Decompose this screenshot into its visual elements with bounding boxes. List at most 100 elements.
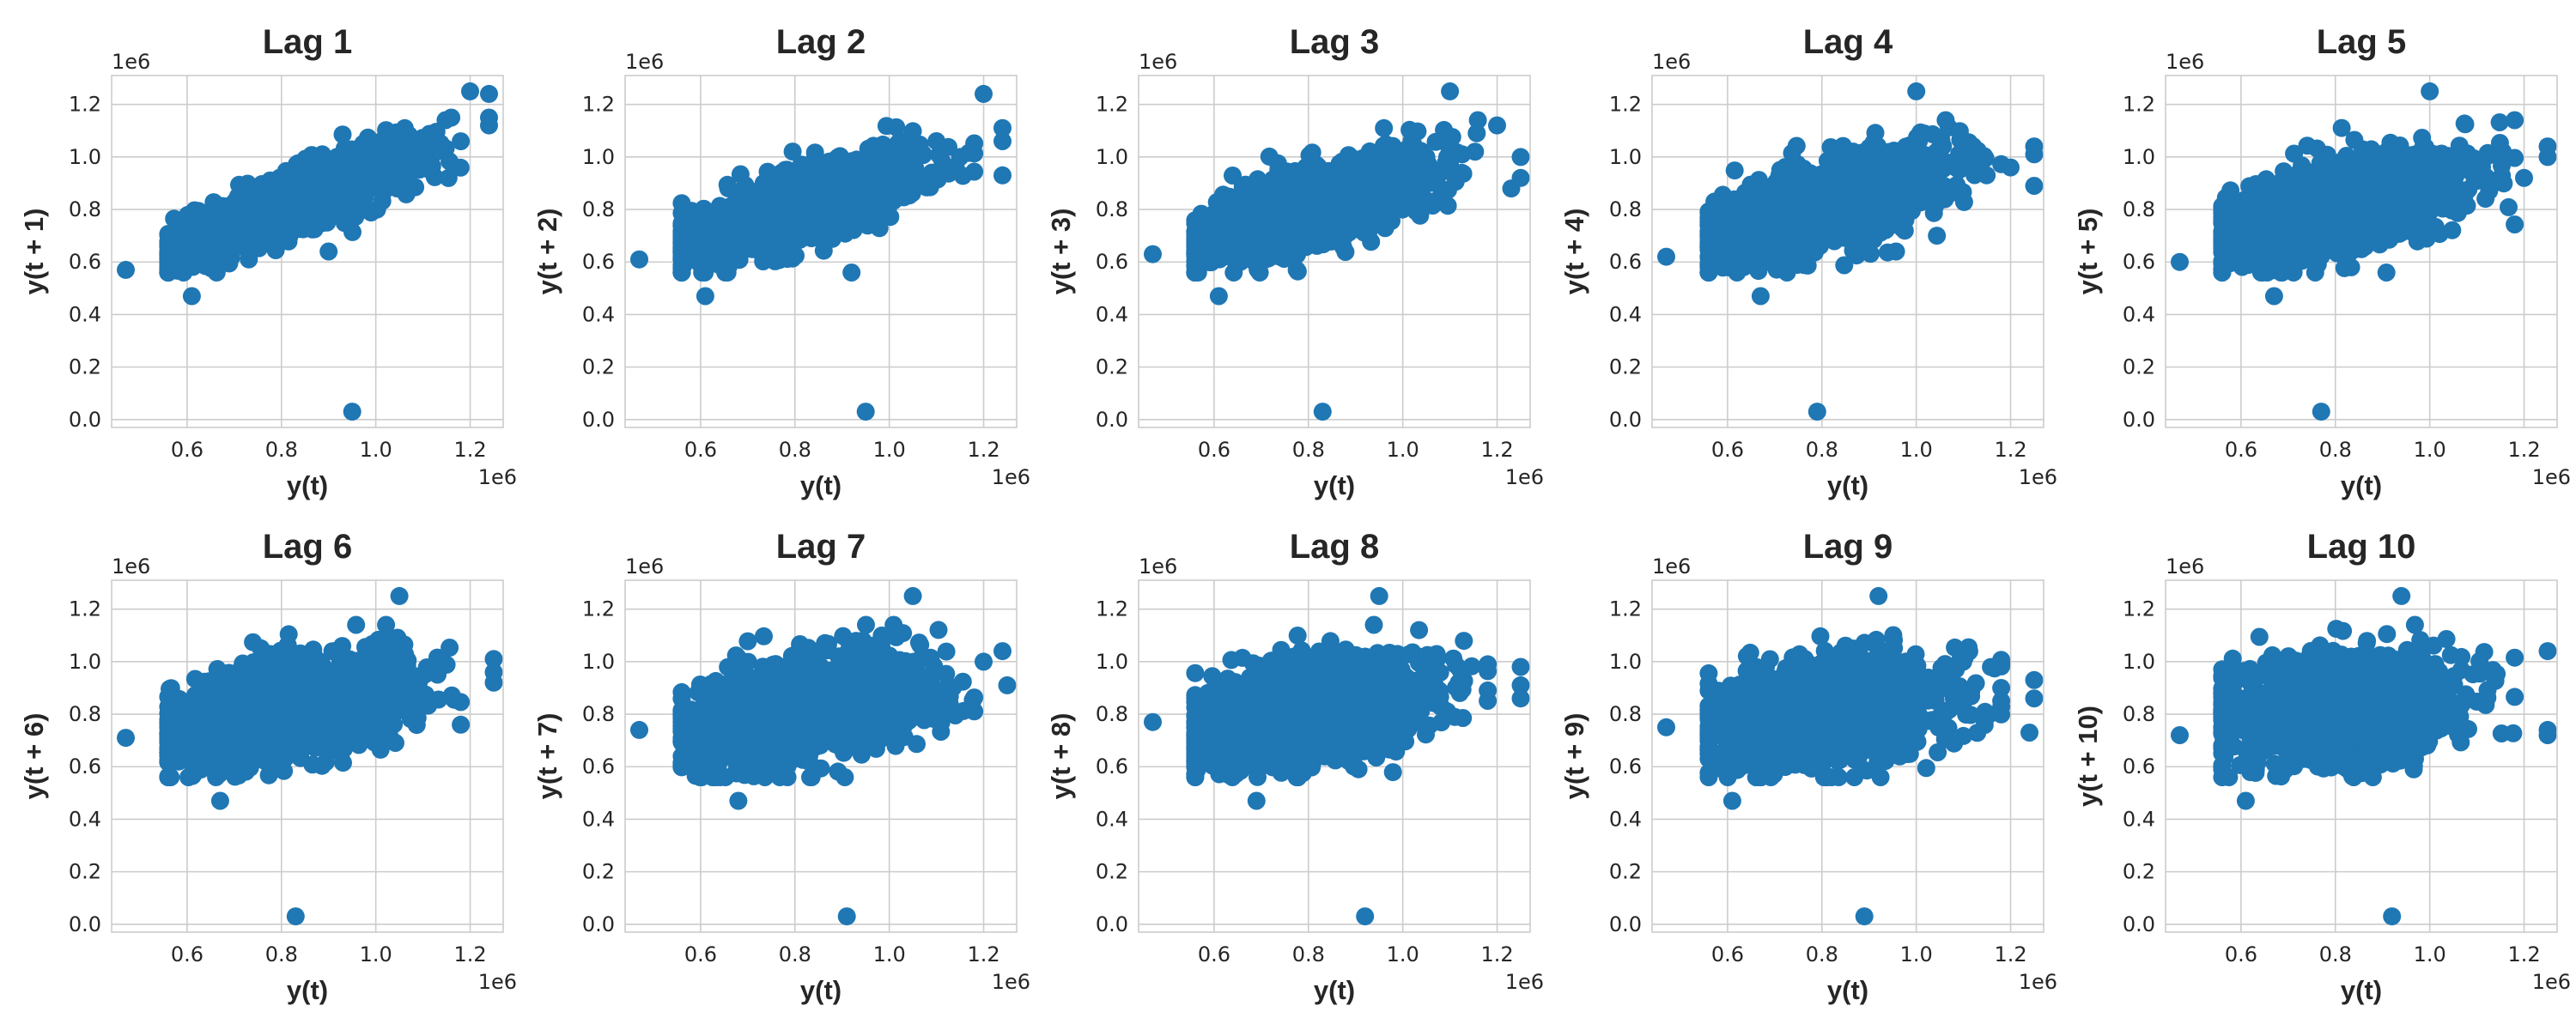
scatter-point: [1349, 170, 1368, 189]
y-tick-label: 0.0: [69, 408, 101, 432]
scatter-point: [857, 164, 876, 183]
scatter-point: [1144, 245, 1162, 264]
scatter-point: [343, 222, 361, 241]
scatter-point: [692, 209, 711, 227]
y-tick-label: 1.0: [582, 145, 615, 169]
scatter-point: [238, 174, 257, 193]
scatter-point: [786, 187, 805, 206]
scatter-point: [1228, 195, 1247, 214]
y-tick-label: 0.0: [582, 408, 615, 432]
scatter-point: [368, 200, 386, 219]
y-tick-label: 0.2: [582, 355, 615, 379]
scatter-point: [282, 195, 301, 214]
scatter-point: [159, 242, 178, 261]
x-tick-label: 0.6: [1198, 438, 1230, 462]
scatter-point: [1252, 232, 1271, 251]
scatter-point: [793, 167, 811, 185]
y-tick-label: 0.8: [582, 197, 615, 221]
scatter-point: [1321, 182, 1340, 201]
y-tick-label: 0.6: [1096, 250, 1128, 274]
scatter-point: [370, 177, 389, 196]
scatter-point: [202, 259, 221, 278]
x-axis-label: y(t): [800, 470, 841, 500]
scatter-point: [1435, 120, 1454, 139]
scatter-point: [783, 142, 802, 161]
scatter-point: [1194, 234, 1213, 253]
scatter-point: [1313, 403, 1332, 421]
y-offset-label: 1e6: [625, 50, 664, 74]
scatter-point: [842, 264, 861, 282]
scatter-point: [431, 142, 450, 161]
scatter-point: [257, 227, 276, 246]
subplot-title: Lag 1: [263, 23, 352, 61]
scatter-point: [939, 164, 958, 183]
subplot-title: Lag 2: [776, 23, 866, 61]
scatter-point: [927, 132, 946, 150]
y-offset-label: 1e6: [112, 50, 150, 74]
x-tick-label: 1.2: [1480, 438, 1513, 462]
y-tick-label: 1.2: [69, 93, 101, 117]
scatter-point: [187, 242, 206, 261]
scatter-point: [359, 128, 377, 147]
subplot-title: Lag 3: [1290, 23, 1379, 61]
scatter-point: [324, 167, 343, 186]
scatter-point: [397, 185, 416, 203]
scatter-point: [202, 205, 221, 224]
scatter-point: [248, 210, 267, 229]
y-tick-label: 0.0: [1096, 408, 1128, 432]
x-offset-label: 1e6: [992, 465, 1030, 489]
lag-subplot-2: 0.6 0.8 1.0 1.20.00.20.40.60.81.01.21e61e6L…: [532, 23, 1030, 500]
scatter-point: [295, 177, 313, 196]
scatter-point: [975, 84, 993, 103]
scatter-point: [993, 166, 1012, 185]
y-tick-label: 0.8: [69, 197, 101, 221]
scatter-point: [833, 168, 852, 187]
y-tick-label: 1.2: [582, 93, 615, 117]
scatter-point: [442, 108, 461, 127]
scatter-point: [1330, 154, 1349, 173]
scatter-point: [228, 197, 247, 215]
scatter-point: [452, 132, 471, 151]
x-tick-label: 0.8: [265, 438, 298, 462]
scatter-point: [1299, 173, 1318, 192]
scatter-point: [1417, 148, 1436, 167]
scatter-point: [1288, 208, 1306, 227]
scatter-point: [864, 136, 883, 155]
x-axis-label: y(t): [287, 470, 328, 500]
scatter-point: [1326, 208, 1345, 227]
x-tick-label: 0.8: [1292, 438, 1325, 462]
y-axis-label: y(t + 1): [19, 209, 49, 295]
scatter-point: [772, 163, 791, 182]
scatter-point: [343, 403, 361, 421]
lag-subplot-1: 0.6 0.8 1.0 1.20.00.20.40.60.81.01.21e61e6L…: [19, 23, 517, 500]
y-tick-label: 0.6: [69, 250, 101, 274]
scatter-point: [691, 232, 710, 251]
scatter-point: [877, 117, 896, 136]
scatter-point: [1370, 161, 1388, 179]
scatter-point: [480, 84, 498, 103]
scatter-point: [1488, 116, 1506, 135]
y-tick-label: 0.4: [1096, 302, 1128, 326]
scatter-point: [117, 260, 135, 279]
scatter-point: [367, 155, 386, 174]
scatter-point: [880, 174, 899, 193]
scatter-point: [1403, 178, 1422, 197]
y-tick-label: 1.0: [69, 145, 101, 169]
scatter-point: [395, 142, 414, 161]
scatter-point: [1502, 179, 1521, 198]
scatter-point: [1347, 209, 1366, 227]
scatter-point: [1265, 201, 1284, 219]
scatter-point: [1878, 243, 1897, 262]
scatter-point: [1248, 190, 1267, 209]
y-tick-label: 0.4: [69, 302, 101, 326]
scatter-point: [1224, 167, 1242, 185]
scatter-point: [672, 261, 691, 280]
scatter-point: [815, 202, 833, 221]
x-tick-label: 0.6: [171, 438, 204, 462]
scatter-point: [1186, 211, 1205, 230]
scatter-point: [901, 154, 920, 173]
scatter-point: [730, 251, 749, 270]
y-tick-label: 0.8: [1096, 197, 1128, 221]
scatter-point: [387, 123, 406, 142]
